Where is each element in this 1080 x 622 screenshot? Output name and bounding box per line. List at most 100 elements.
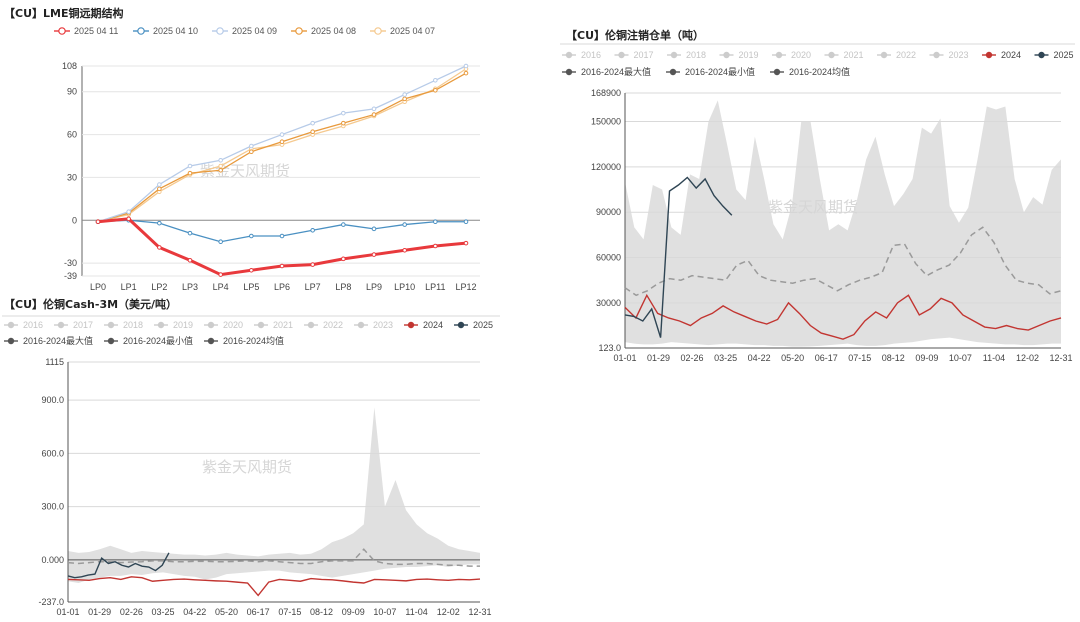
chart2-legend-item-6[interactable]: 2022 — [877, 50, 916, 60]
chart2-legend-item-10[interactable]: 2016-2024最大值 — [562, 66, 651, 77]
chart3-legend-item-4[interactable]: 2020 — [204, 320, 243, 330]
chart3-legend-item-1[interactable]: 2017 — [54, 320, 93, 330]
chart2-legend-item-12[interactable]: 2016-2024均值 — [770, 66, 850, 77]
c2-x-tick: 08-12 — [882, 353, 905, 363]
c3-average-line — [67, 548, 480, 567]
c3-x-tick: 09-09 — [342, 607, 365, 617]
chart1-point — [279, 139, 285, 145]
chart-lme-cash-3m: 【CU】伦铜Cash-3M（美元/吨） 2016 2017 2018 2019 2020… — [2, 297, 500, 617]
chart2-legend-item-7[interactable]: 2023 — [929, 50, 969, 60]
chart1-x-tick: LP1 — [121, 282, 137, 292]
chart3-legend-item-3[interactable]: 2019 — [154, 320, 193, 330]
chart2-legend-item-5[interactable]: 2021 — [824, 50, 864, 60]
chart1-point — [95, 219, 101, 225]
chart3-legend-item-5[interactable]: 2021 — [254, 320, 293, 330]
chart2-legend-label: 2025 — [1054, 50, 1074, 60]
chart3-legend-label: 2024 — [423, 320, 443, 330]
chart1-y-tick: 0 — [72, 215, 77, 225]
c3-x-tick: 10-07 — [373, 607, 396, 617]
chart1-point — [341, 120, 346, 126]
c2-x-tick: 02-26 — [681, 353, 704, 363]
c2-y-tick: 120000 — [591, 162, 621, 172]
chart2-legend-item-9[interactable]: 2025 — [1034, 50, 1074, 60]
chart1-y-tick: -30 — [64, 258, 77, 268]
chart1-point — [279, 233, 285, 239]
chart1-point — [157, 245, 162, 250]
chart3-legend-label: 2020 — [223, 320, 243, 330]
chart1-x-tick: LP9 — [366, 282, 382, 292]
chart3-legend-label: 2016-2024最大值 — [23, 335, 93, 346]
chart2-legend-item-11[interactable]: 2016-2024最小值 — [666, 66, 755, 77]
c2-x-tick: 01-29 — [647, 353, 670, 363]
c3-x-tick: 07-15 — [278, 607, 301, 617]
chart1-point — [218, 239, 223, 245]
chart3-legend-item-2[interactable]: 2018 — [104, 320, 143, 330]
chart2-legend-label: 2020 — [791, 50, 811, 60]
chart2-legend-label: 2023 — [949, 50, 969, 60]
chart1-legend-item-4[interactable]: 2025 04 07 — [370, 26, 435, 36]
chart2-watermark: 紫金天风期货 — [768, 198, 858, 216]
chart1-point — [310, 120, 315, 126]
chart3-legend-item-12[interactable]: 2016-2024均值 — [204, 335, 284, 346]
c2-band-area — [625, 100, 1061, 347]
chart1-y-tick: 108 — [62, 61, 77, 71]
chart3-legend-item-7[interactable]: 2023 — [354, 320, 393, 330]
chart1-point — [341, 222, 346, 227]
chart2-legend-label: 2016 — [581, 50, 601, 60]
chart1-point — [187, 170, 193, 176]
chart1-point — [402, 92, 407, 97]
chart1-legend-label: 2025 04 07 — [390, 26, 435, 36]
c2-x-tick: 07-15 — [848, 353, 871, 363]
chart1-legend-label: 2025 04 11 — [74, 26, 118, 36]
chart2-legend-label: 2018 — [686, 50, 706, 60]
c3-series-line-2024 — [67, 576, 481, 597]
chart1-point — [249, 233, 254, 239]
chart1-point — [218, 157, 223, 163]
c3-series-line-2025 — [67, 552, 170, 579]
chart3-legend-item-11[interactable]: 2016-2024最小值 — [104, 335, 193, 346]
chart1-x-tick: LP12 — [455, 282, 476, 292]
chart1-point — [341, 110, 346, 116]
chart2-legend-item-2[interactable]: 2018 — [667, 50, 706, 60]
chart1-legend-item-0[interactable]: 2025 04 11 — [54, 26, 118, 36]
chart1-point — [433, 219, 438, 225]
chart2-legend-label: 2017 — [634, 50, 654, 60]
chart1-point — [279, 263, 285, 269]
chart1-point — [187, 163, 193, 169]
c3-y-tick: 300.0 — [41, 502, 64, 512]
c2-x-tick: 11-04 — [983, 353, 1005, 363]
c3-x-tick: 01-29 — [88, 607, 111, 617]
chart-lme-cancelled-warrants: 【CU】伦铜注销仓单（吨） 2016 2017 2018 2019 2020 2021 20… — [560, 28, 1075, 363]
chart1-point — [310, 227, 315, 233]
chart1-y-tick: -39 — [64, 271, 77, 281]
chart3-legend-label: 2017 — [73, 320, 93, 330]
chart3-legend-item-10[interactable]: 2016-2024最大值 — [4, 335, 93, 346]
c2-y-tick: 60000 — [596, 253, 621, 263]
chart1-point — [371, 112, 377, 117]
chart1-x-tick: LP8 — [335, 282, 351, 292]
chart2-legend-label: 2024 — [1001, 50, 1021, 60]
chart-lme-forward: 【CU】LME铜远期结构 2025 04 11 2025 04 10 2025 04… — [4, 6, 480, 292]
chart3-legend-label: 2025 — [473, 320, 493, 330]
chart1-legend-item-2[interactable]: 2025 04 09 — [212, 26, 277, 36]
chart3-legend-item-6[interactable]: 2022 — [304, 320, 343, 330]
c3-x-tick: 12-02 — [437, 607, 460, 617]
c3-y-tick: -237.0 — [38, 597, 64, 607]
chart2-legend-item-0[interactable]: 2016 — [562, 50, 601, 60]
chart3-legend-item-0[interactable]: 2016 — [4, 320, 43, 330]
chart1-point — [463, 70, 469, 76]
chart2-axis-ticks: 168900150000120000900006000030000123.001… — [591, 88, 1073, 363]
chart3-legend-item-8[interactable]: 2024 — [404, 320, 443, 330]
chart1-legend-item-3[interactable]: 2025 04 08 — [291, 26, 356, 36]
chart2-legend-item-1[interactable]: 2017 — [614, 50, 654, 60]
chart2-legend-item-4[interactable]: 2020 — [772, 50, 811, 60]
chart1-point — [126, 209, 131, 215]
chart3-legend-label: 2021 — [273, 320, 293, 330]
chart3-legend-item-9[interactable]: 2025 — [454, 320, 493, 330]
chart1-legend-item-1[interactable]: 2025 04 10 — [133, 26, 198, 36]
chart2-legend-item-8[interactable]: 2024 — [982, 50, 1021, 60]
chart1-point — [371, 252, 377, 257]
chart1-series — [95, 63, 469, 277]
chart2-legend-item-3[interactable]: 2019 — [719, 50, 759, 60]
